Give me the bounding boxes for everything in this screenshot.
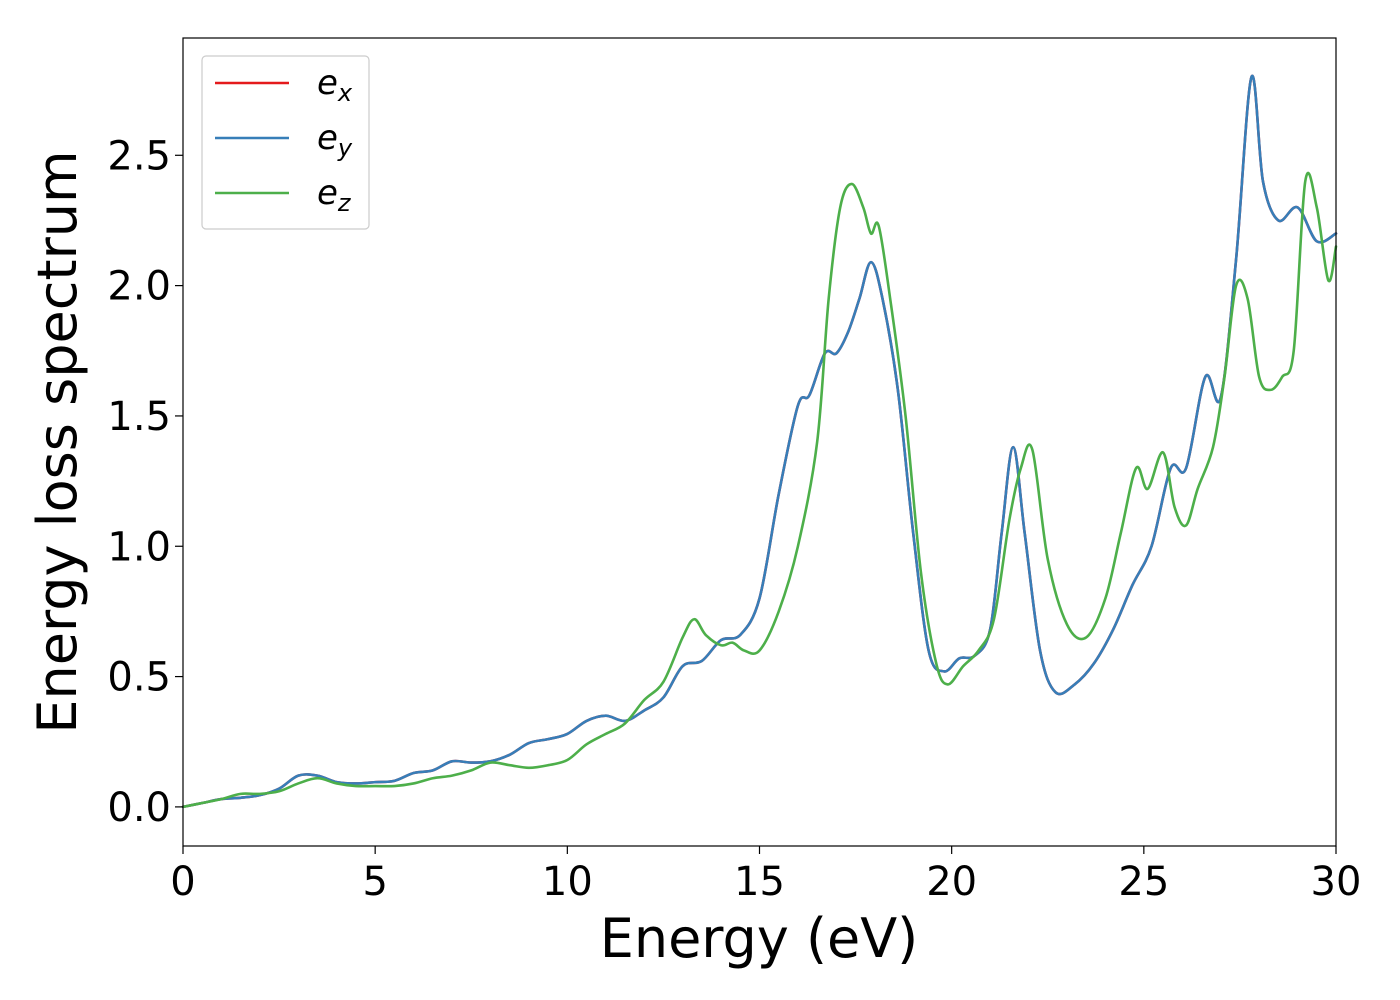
legend: ex ey ez [201, 55, 370, 230]
legend-label-ey: ey [317, 118, 353, 162]
y-tick-label: 0.5 [107, 655, 171, 701]
x-tick-label: 25 [1118, 859, 1169, 905]
x-tick-label: 10 [542, 859, 593, 905]
legend-box [201, 55, 370, 230]
legend-label-ex: ex [317, 63, 353, 107]
y-tick-label: 0.0 [107, 785, 171, 831]
series-line-ez [181, 171, 1338, 809]
x-tick-label: 30 [1311, 859, 1362, 905]
x-axis-label: Energy (eV) [600, 907, 919, 970]
y-tick-label: 1.0 [107, 524, 171, 570]
legend-label-ez: ez [317, 173, 352, 217]
y-axis-label: Energy loss spectrum [26, 150, 89, 733]
x-axis-ticks: 0 5 10 15 20 25 30 [170, 846, 1361, 905]
x-tick-label: 15 [734, 859, 785, 905]
x-tick-label: 5 [362, 859, 387, 905]
x-tick-label: 20 [926, 859, 977, 905]
x-tick-label: 0 [170, 859, 195, 905]
y-axis-ticks: 0.0 0.5 1.0 1.5 2.0 2.5 [107, 133, 183, 831]
y-tick-label: 2.5 [107, 133, 171, 179]
series-line-ey [181, 74, 1338, 809]
series-layer [181, 74, 1338, 809]
y-tick-label: 2.0 [107, 264, 171, 310]
y-tick-label: 1.5 [107, 394, 171, 440]
